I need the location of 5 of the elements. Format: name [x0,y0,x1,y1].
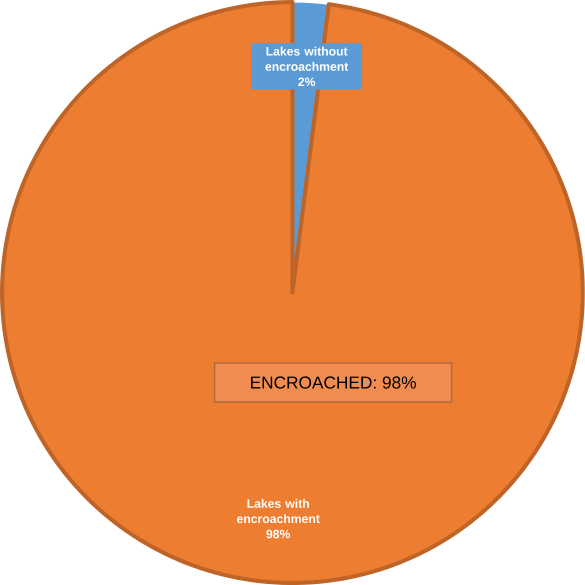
data-label: 98% [266,530,290,538]
slice-label: Lakes with encroachment [237,498,320,524]
slice-label: Lakes without encroachment [266,46,348,71]
data-label: 2% [298,77,316,86]
text: ENCROACHED: 98% [251,376,416,389]
